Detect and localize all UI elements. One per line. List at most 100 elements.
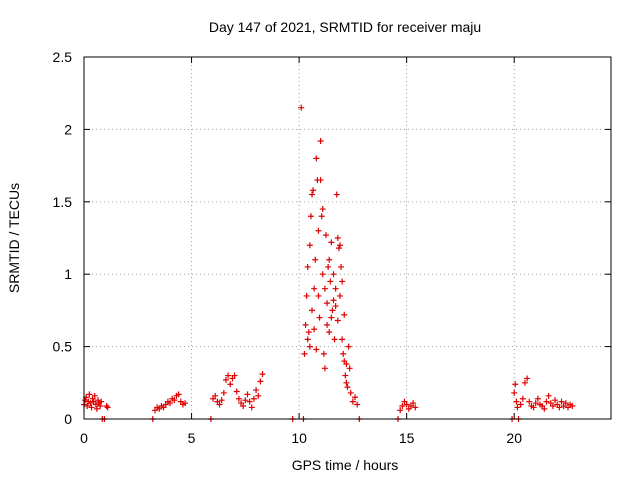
data-point xyxy=(218,397,225,404)
data-point xyxy=(87,400,94,407)
data-point xyxy=(82,397,89,404)
data-point xyxy=(517,401,524,408)
x-tick-label: 0 xyxy=(80,430,88,446)
data-point xyxy=(84,402,91,409)
data-point xyxy=(316,314,323,321)
x-tick-label: 20 xyxy=(506,430,522,446)
data-point xyxy=(344,384,351,391)
data-point xyxy=(326,256,333,263)
data-point xyxy=(343,379,350,386)
data-point xyxy=(104,404,111,411)
x-axis-ticks: 0 5 10 15 20 xyxy=(80,57,522,446)
data-point xyxy=(332,285,339,292)
data-point xyxy=(244,391,251,398)
data-point xyxy=(524,375,531,382)
data-point xyxy=(306,242,313,249)
data-point xyxy=(97,402,104,409)
data-point xyxy=(305,329,312,336)
data-point xyxy=(235,395,242,402)
data-point xyxy=(225,372,232,379)
data-point xyxy=(511,389,518,396)
data-point xyxy=(513,398,520,405)
data-point xyxy=(345,343,352,350)
data-point xyxy=(317,137,324,144)
data-point xyxy=(309,307,316,314)
grid-lines xyxy=(84,57,611,419)
data-point xyxy=(315,227,322,234)
data-point xyxy=(313,155,320,162)
data-point xyxy=(167,400,174,407)
data-point xyxy=(304,336,311,343)
data-point xyxy=(91,392,98,399)
data-point xyxy=(212,392,219,399)
data-point xyxy=(94,397,101,404)
data-point xyxy=(311,326,318,333)
data-point xyxy=(330,297,337,304)
data-point xyxy=(541,405,548,412)
data-point xyxy=(343,360,350,367)
data-point xyxy=(248,404,255,411)
data-point xyxy=(332,303,339,310)
data-point xyxy=(240,402,247,409)
x-axis-label: GPS time / hours xyxy=(292,457,399,473)
y-tick-label: 2.5 xyxy=(53,49,73,65)
data-point xyxy=(340,350,347,357)
data-point xyxy=(306,343,313,350)
data-point xyxy=(526,398,533,405)
data-point xyxy=(342,372,349,379)
data-point xyxy=(310,187,317,194)
data-point xyxy=(253,387,260,394)
data-point xyxy=(222,376,229,383)
data-point xyxy=(231,372,238,379)
x-tick-label: 15 xyxy=(399,430,415,446)
data-point xyxy=(86,391,93,398)
data-point xyxy=(403,401,410,408)
data-point xyxy=(233,388,240,395)
y-tick-label: 1.5 xyxy=(53,194,73,210)
data-point xyxy=(347,389,354,396)
data-point xyxy=(318,213,325,220)
data-point xyxy=(562,400,569,407)
data-point xyxy=(319,271,326,278)
data-point xyxy=(103,402,110,409)
data-point xyxy=(410,400,417,407)
x-tick-label: 10 xyxy=(291,430,307,446)
data-point xyxy=(328,314,335,321)
x-tick-label: 5 xyxy=(188,430,196,446)
data-point xyxy=(321,285,328,292)
chart-title: Day 147 of 2021, SRMTID for receiver maj… xyxy=(209,19,481,35)
data-point xyxy=(346,365,353,372)
data-point xyxy=(341,311,348,318)
data-point xyxy=(532,400,539,407)
data-point xyxy=(399,402,406,409)
data-point xyxy=(336,242,343,249)
data-point xyxy=(545,392,552,399)
data-points xyxy=(81,104,576,422)
data-point xyxy=(309,191,316,198)
data-point xyxy=(530,404,537,411)
data-point xyxy=(331,336,338,343)
data-point xyxy=(339,278,346,285)
data-point xyxy=(307,213,314,220)
data-point xyxy=(93,405,100,412)
data-point xyxy=(349,398,356,405)
data-point xyxy=(98,398,105,405)
data-point xyxy=(92,401,99,408)
data-point xyxy=(543,398,550,405)
data-point xyxy=(227,381,234,388)
data-point xyxy=(220,389,227,396)
data-point xyxy=(333,191,340,198)
data-point xyxy=(298,104,305,111)
data-point xyxy=(315,292,322,299)
data-point xyxy=(339,336,346,343)
data-point xyxy=(246,398,253,405)
data-point xyxy=(311,285,318,292)
data-point xyxy=(521,379,528,386)
data-point xyxy=(88,404,95,411)
y-axis-ticks: 0 0.5 1 1.5 2 2.5 xyxy=(53,49,611,427)
data-point xyxy=(338,263,345,270)
data-point xyxy=(558,398,565,405)
data-point xyxy=(255,392,262,399)
data-point xyxy=(329,307,336,314)
data-point xyxy=(514,404,521,411)
